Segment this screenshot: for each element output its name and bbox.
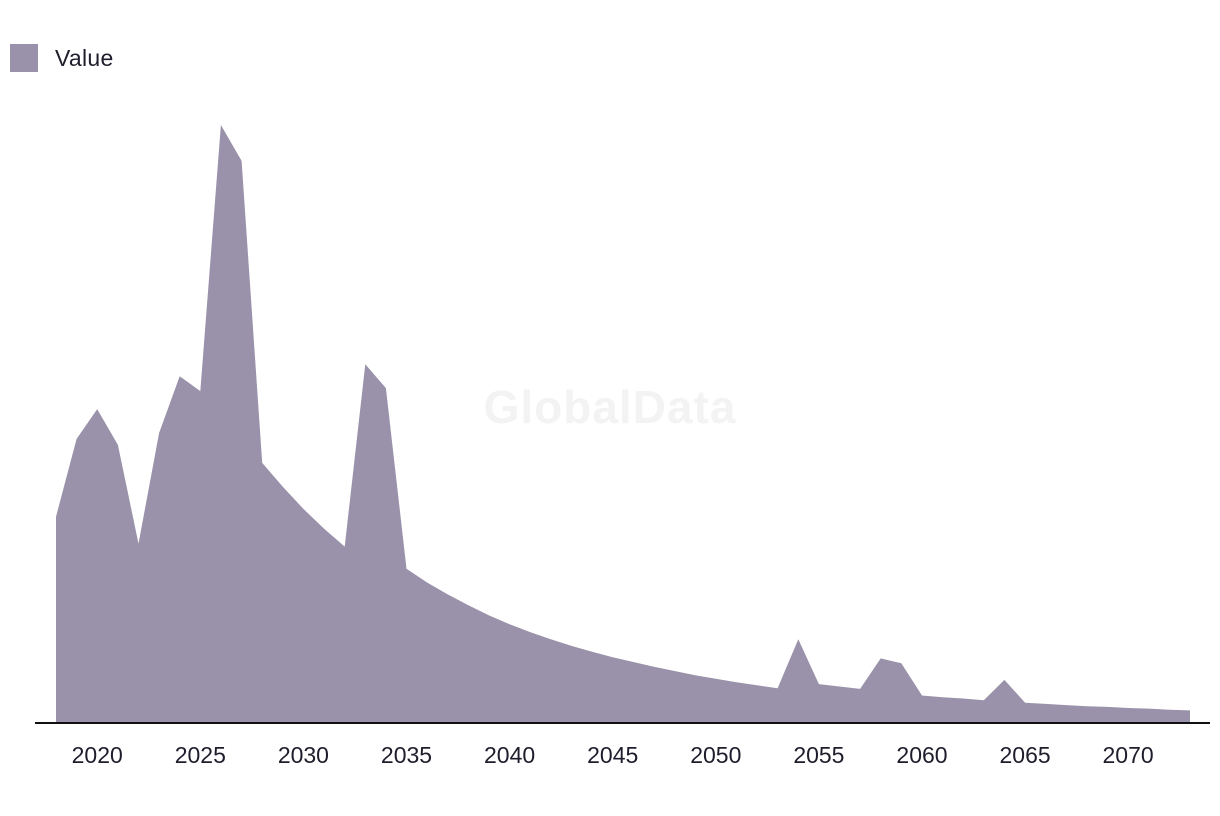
x-tick-label: 2055 [793,742,844,768]
x-tick-label: 2060 [896,742,947,768]
area-series-value [56,125,1190,723]
x-tick-label: 2065 [1000,742,1051,768]
x-tick-label: 2040 [484,742,535,768]
x-tick-label: 2045 [587,742,638,768]
x-tick-label: 2050 [690,742,741,768]
watermark: GlobalData [483,381,737,433]
legend-label: Value [55,44,114,71]
x-tick-label: 2020 [72,742,123,768]
x-tick-label: 2025 [175,742,226,768]
x-tick-label: 2070 [1103,742,1154,768]
area-layer [56,125,1190,723]
legend-swatch [10,44,38,72]
x-tick-label: 2030 [278,742,329,768]
legend: Value [10,44,114,72]
x-tick-label: 2035 [381,742,432,768]
x-tick-labels: 2020 2025 2030 2035 2040 2045 2050 2055 2060 2065… [72,742,1154,768]
